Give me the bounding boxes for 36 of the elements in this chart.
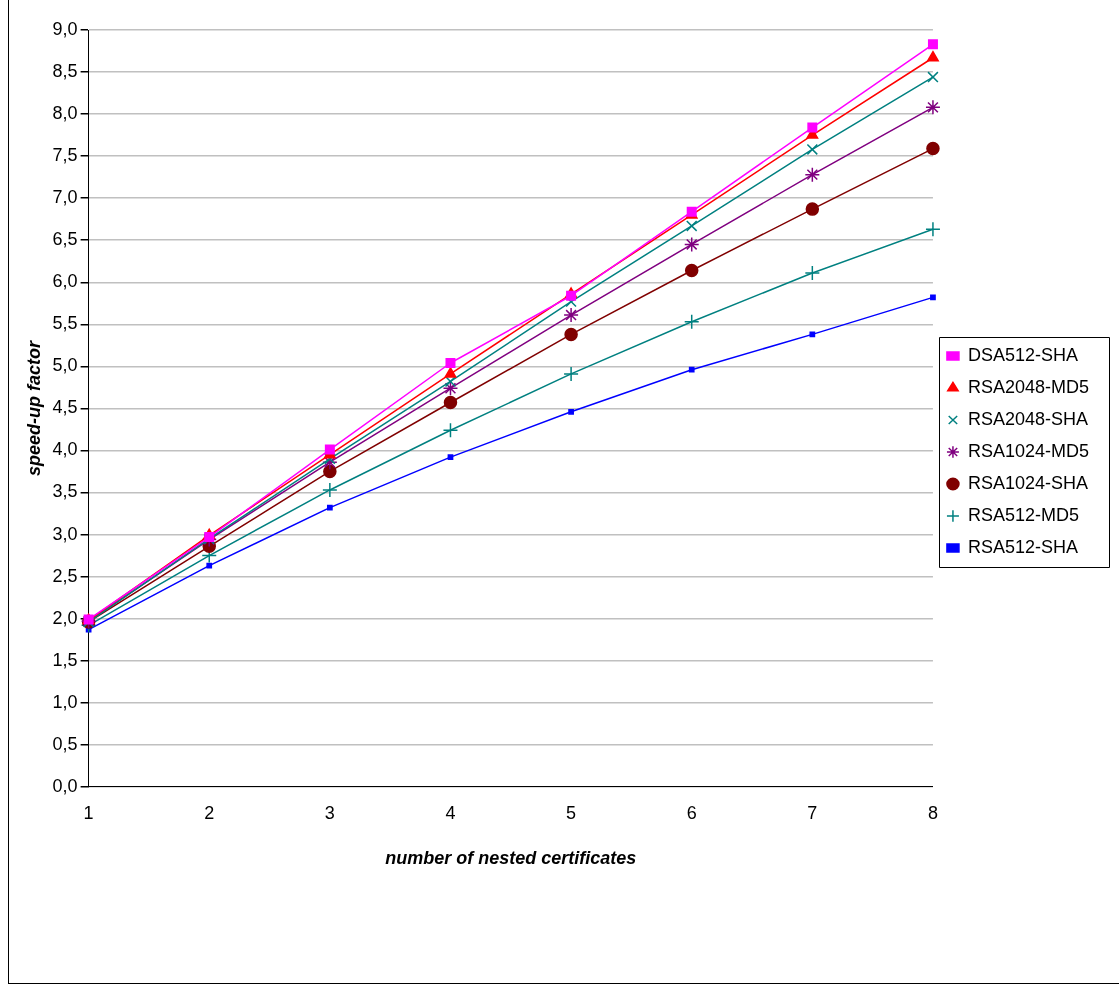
y-tick-label: 8,5 bbox=[52, 61, 78, 82]
y-tick-label: 1,0 bbox=[52, 691, 78, 712]
y-tick-label: 4,0 bbox=[52, 439, 78, 460]
y-tick-label: 0,0 bbox=[52, 775, 78, 796]
y-tick-label: 7,5 bbox=[52, 145, 78, 166]
y-tick-label: 2,0 bbox=[52, 607, 78, 628]
y-tick-label: 4,5 bbox=[52, 397, 78, 418]
legend-label: DSA512-SHA bbox=[967, 344, 1079, 365]
legend-label: RSA512-MD5 bbox=[967, 504, 1079, 525]
y-tick-label: 1,5 bbox=[52, 649, 78, 670]
y-tick-label: 3,0 bbox=[52, 523, 78, 544]
legend-label: RSA2048-MD5 bbox=[967, 376, 1090, 397]
y-tick-label: 7,0 bbox=[52, 187, 78, 208]
x-tick-label: 3 bbox=[324, 802, 335, 823]
y-tick-label: 2,5 bbox=[52, 565, 78, 586]
x-tick-label: 7 bbox=[807, 802, 818, 823]
y-tick-label: 9,0 bbox=[52, 18, 78, 39]
x-tick-label: 1 bbox=[83, 802, 94, 823]
legend-label: RSA512-SHA bbox=[967, 536, 1079, 557]
legend-label: RSA1024-MD5 bbox=[967, 440, 1090, 461]
y-tick-label: 6,0 bbox=[52, 271, 78, 292]
y-tick-label: 8,0 bbox=[52, 103, 78, 124]
legend-label: RSA2048-SHA bbox=[967, 408, 1089, 429]
y-tick-label: 5,0 bbox=[52, 355, 78, 376]
x-tick-label: 2 bbox=[204, 802, 215, 823]
legend-label: RSA1024-SHA bbox=[967, 472, 1089, 493]
y-tick-label: 0,5 bbox=[52, 733, 78, 754]
y-tick-label: 5,5 bbox=[52, 313, 78, 334]
y-axis-title: speed-up factor bbox=[23, 339, 44, 476]
y-tick-label: 3,5 bbox=[52, 481, 78, 502]
x-axis-title: number of nested certificates bbox=[385, 848, 637, 869]
x-tick-label: 4 bbox=[445, 802, 456, 823]
x-tick-label: 6 bbox=[686, 802, 697, 823]
x-tick-label: 5 bbox=[566, 802, 577, 823]
y-tick-label: 6,5 bbox=[52, 229, 78, 250]
x-tick-label: 8 bbox=[927, 802, 938, 823]
